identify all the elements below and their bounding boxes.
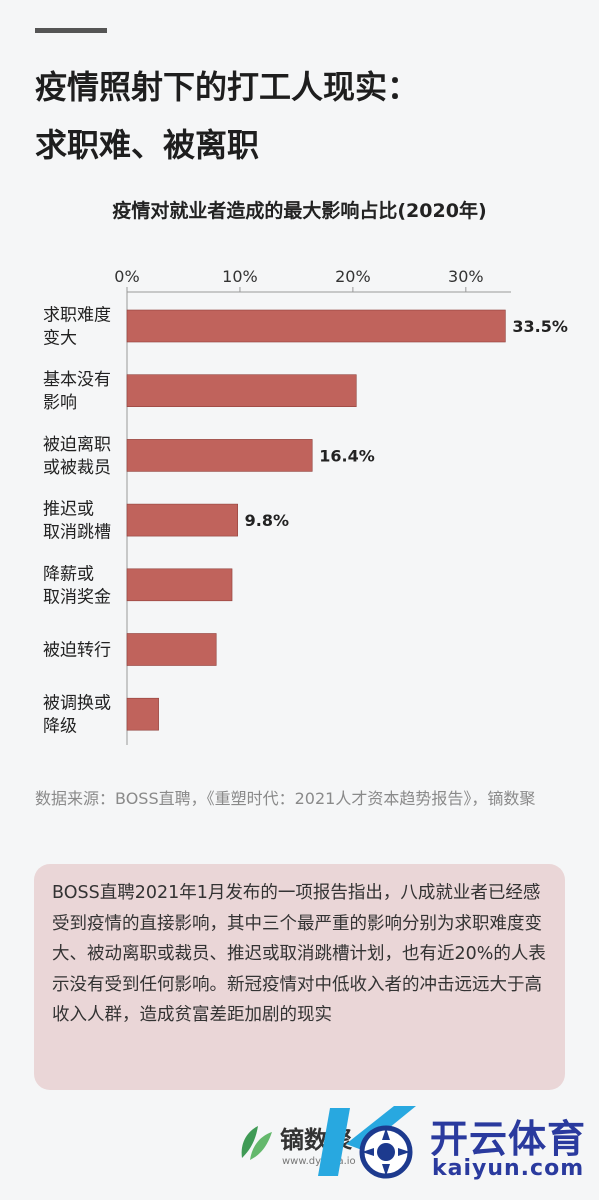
- x-tick-label: 30%: [448, 267, 484, 286]
- data-label: 33.5%: [512, 317, 568, 336]
- watermark-text: 开云体育: [430, 1117, 587, 1161]
- watermark-url: kaiyun.com: [432, 1156, 585, 1181]
- bar: [126, 309, 506, 343]
- leaf-logo-icon: [241, 1126, 272, 1160]
- top-accent-rule: [35, 28, 107, 33]
- category-label: 基本没有: [43, 370, 111, 390]
- category-label: 降级: [43, 717, 77, 737]
- chart-title: 疫情对就业者造成的最大影响占比(2020年): [112, 200, 487, 222]
- category-label: 被迫离职: [43, 435, 111, 455]
- category-label: 影响: [43, 393, 77, 413]
- bar: [126, 374, 357, 408]
- category-label: 被调换或: [43, 694, 111, 714]
- page-title-line1: 疫情照射下的打工人现实：: [35, 68, 420, 106]
- bar: [126, 697, 159, 731]
- summary-text: BOSS直聘2021年1月发布的一项报告指出，八成就业者已经感受到疫情的直接影响…: [52, 883, 546, 1025]
- category-label: 推迟或: [43, 500, 94, 520]
- footer: 镝数聚 www.dydata.io 开云体育 kaiyun.com: [0, 1090, 599, 1200]
- bar: [126, 439, 313, 472]
- bar: [126, 503, 238, 537]
- category-label: 或被裁员: [43, 458, 111, 478]
- brand-url: www.dydata.io: [282, 1156, 356, 1167]
- data-label: 9.8%: [245, 511, 289, 530]
- category-label: 取消奖金: [43, 587, 111, 607]
- x-tick-label: 20%: [335, 267, 371, 286]
- category-label: 变大: [43, 329, 77, 349]
- bar: [126, 633, 217, 666]
- category-label: 降薪或: [43, 564, 94, 584]
- bar: [126, 568, 233, 602]
- watermark-k-icon: [318, 1106, 416, 1179]
- x-tick-label: 10%: [222, 267, 258, 286]
- source-note: 数据来源：BOSS直聘，《重塑时代：2021人才资本趋势报告》，镝数聚: [35, 789, 536, 808]
- category-label: 被迫转行: [43, 641, 111, 661]
- data-label: 16.4%: [319, 446, 375, 465]
- category-label: 取消跳槽: [43, 523, 111, 543]
- page-title-line2: 求职难、被离职: [35, 126, 260, 164]
- x-tick-label: 0%: [114, 267, 139, 286]
- summary-box: BOSS直聘2021年1月发布的一项报告指出，八成就业者已经感受到疫情的直接影响…: [34, 864, 565, 1090]
- page-title: 疫情照射下的打工人现实： 求职难、被离职: [35, 58, 575, 174]
- category-label: 求职难度: [43, 306, 111, 326]
